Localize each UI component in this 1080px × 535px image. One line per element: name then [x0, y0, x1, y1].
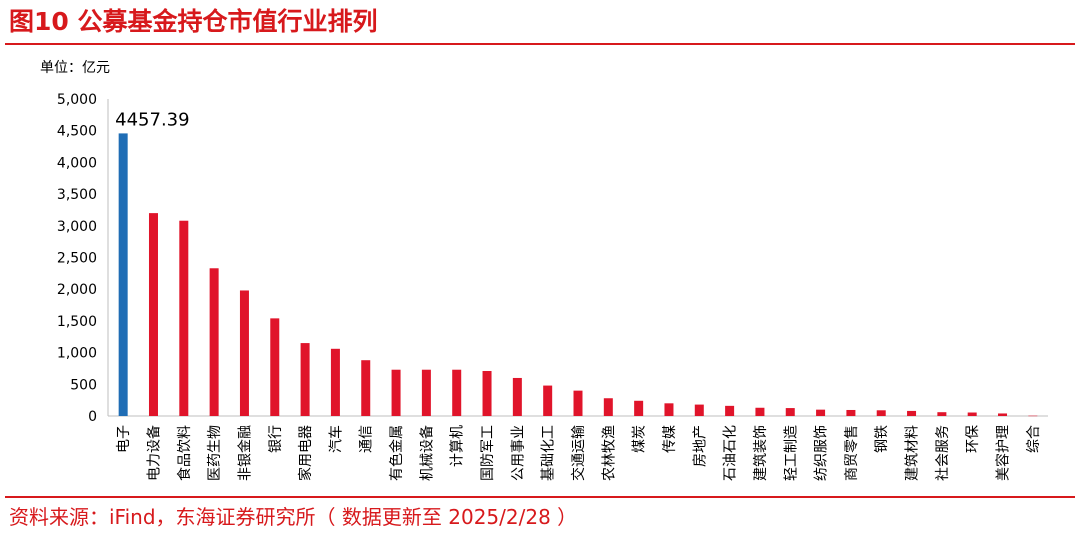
y-tick-label: 1,000 — [57, 346, 97, 362]
bar — [270, 318, 280, 416]
x-tick-label: 机械设备 — [418, 425, 435, 481]
bar — [846, 409, 856, 416]
bar — [452, 369, 462, 416]
x-tick-label: 家用电器 — [297, 425, 314, 481]
x-tick-label: 商贸零售 — [844, 425, 860, 481]
x-tick-labels: 电子 电力设备 食品饮料 医药生物 非银金融 银行 家用电器 汽车 通信 有色金属 机械设备 计算机国… — [116, 425, 1042, 481]
x-tick-label: 非银金融 — [237, 425, 253, 481]
title-divider — [5, 43, 1075, 45]
bar — [816, 409, 826, 416]
bar — [148, 213, 158, 416]
bar — [421, 369, 431, 416]
x-tick-label: 综合 — [1026, 425, 1042, 453]
bar — [573, 390, 583, 416]
bar — [755, 407, 765, 416]
bar — [179, 220, 189, 416]
bars — [118, 133, 1038, 417]
y-tick-label: 4,000 — [57, 155, 97, 171]
bar — [967, 412, 977, 416]
x-tick-label: 医药生物 — [207, 425, 223, 481]
x-tick-label: 食品饮料 — [176, 425, 193, 481]
bar — [512, 377, 522, 416]
source-note: 资料来源：iFind，东海证券研究所（ 数据更新至 2025/2/28 ） — [9, 505, 578, 529]
x-tick-label: 计算机 — [450, 425, 466, 467]
bar — [725, 405, 735, 416]
bar — [634, 400, 644, 416]
y-tick-label: 3,500 — [57, 187, 97, 203]
x-tick-label: 银行 — [268, 425, 284, 453]
x-tick-label: 房地产 — [692, 425, 708, 467]
x-tick-label: 传媒 — [662, 425, 678, 453]
x-tick-label: 纺织服饰 — [814, 425, 830, 481]
x-tick-label: 电子 — [116, 425, 132, 453]
x-tick-label: 公用事业 — [510, 425, 526, 481]
bar — [330, 348, 340, 416]
y-tick-labels: 0 500 1,000 1,500 2,000 2,500 3,000 3,500 4,000 4… — [57, 92, 97, 425]
y-tick-label: 3,000 — [57, 219, 97, 235]
y-tick-label: 4,500 — [57, 124, 97, 140]
x-tick-label: 社会服务 — [935, 425, 951, 481]
data-label: 4457.39 — [115, 109, 189, 130]
x-tick-label: 有色金属 — [388, 425, 405, 481]
bar — [391, 369, 401, 416]
x-tick-label: 石油石化 — [723, 425, 739, 481]
bar — [118, 133, 128, 416]
bar — [482, 370, 492, 416]
bar — [664, 403, 674, 416]
bar — [937, 412, 947, 416]
x-tick-label: 农林牧渔 — [601, 425, 617, 481]
y-tick-label: 2,500 — [57, 251, 97, 267]
x-tick-label: 煤炭 — [632, 425, 648, 453]
y-tick-label: 0 — [88, 409, 97, 425]
y-tick-label: 2,000 — [57, 282, 97, 298]
bar — [209, 268, 219, 416]
x-tick-label: 建筑装饰 — [753, 425, 769, 481]
y-tick-label: 5,000 — [57, 92, 97, 108]
bar — [876, 410, 886, 416]
x-tick-label: 通信 — [359, 425, 375, 453]
data-labels: 4457.39 — [115, 109, 189, 130]
bar — [694, 404, 704, 416]
bar — [1028, 415, 1038, 417]
x-tick-label: 基础化工 — [540, 425, 557, 481]
chart-title: 图10 公募基金持仓市值行业排列 — [9, 7, 378, 36]
bar — [603, 398, 613, 416]
x-tick-label: 国防军工 — [480, 425, 496, 481]
bar — [907, 410, 917, 416]
bar — [300, 343, 310, 416]
x-tick-label: 电力设备 — [145, 425, 162, 481]
unit-label: 单位：亿元 — [40, 60, 110, 76]
x-tick-label: 环保 — [965, 425, 981, 453]
bar — [998, 413, 1008, 416]
x-tick-label: 汽车 — [327, 425, 344, 453]
x-tick-label: 美容护理 — [995, 425, 1012, 481]
footer-divider — [5, 496, 1075, 498]
bar-chart: 0 500 1,000 1,500 2,000 2,500 3,000 3,500 4,000 4… — [57, 92, 1048, 481]
bar — [785, 408, 795, 416]
y-tick-label: 1,500 — [57, 314, 97, 330]
bar — [239, 290, 249, 416]
x-tick-label: 建筑材料 — [905, 425, 921, 481]
x-tick-label: 钢铁 — [874, 425, 890, 453]
y-tick-label: 500 — [70, 377, 97, 393]
bar — [361, 360, 371, 416]
bar — [543, 385, 553, 416]
x-tick-label: 轻工制造 — [783, 425, 799, 481]
x-tick-label: 交通运输 — [570, 425, 587, 481]
